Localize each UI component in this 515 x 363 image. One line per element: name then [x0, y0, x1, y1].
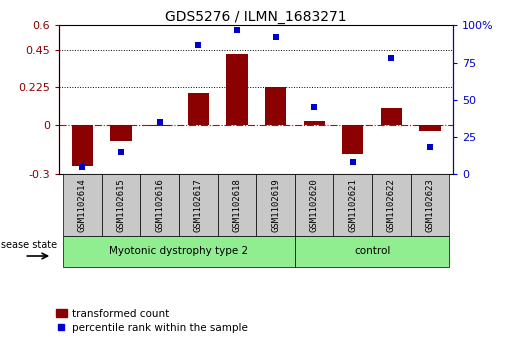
Bar: [187, 93, 209, 125]
Text: GSM1102623: GSM1102623: [425, 178, 435, 232]
Text: GSM1102620: GSM1102620: [310, 178, 319, 232]
Text: control: control: [354, 246, 390, 256]
Text: GSM1102619: GSM1102619: [271, 178, 280, 232]
Bar: [372, 174, 410, 236]
Bar: [256, 174, 295, 236]
Point: [310, 104, 318, 110]
Bar: [63, 236, 295, 267]
Bar: [140, 174, 179, 236]
Text: GSM1102614: GSM1102614: [78, 178, 87, 232]
Bar: [295, 174, 334, 236]
Text: GSM1102616: GSM1102616: [155, 178, 164, 232]
Bar: [381, 108, 402, 125]
Point: [233, 27, 241, 33]
Bar: [149, 125, 170, 126]
Point: [78, 164, 87, 170]
Point: [349, 159, 357, 165]
Text: GSM1102615: GSM1102615: [116, 178, 126, 232]
Title: GDS5276 / ILMN_1683271: GDS5276 / ILMN_1683271: [165, 11, 347, 24]
Bar: [419, 125, 441, 131]
Bar: [226, 53, 248, 125]
Bar: [110, 125, 132, 141]
Bar: [217, 174, 256, 236]
Bar: [342, 125, 364, 154]
Bar: [72, 125, 93, 166]
Bar: [265, 87, 286, 125]
Point: [426, 144, 434, 150]
Text: GSM1102621: GSM1102621: [348, 178, 357, 232]
Point: [156, 119, 164, 125]
Legend: transformed count, percentile rank within the sample: transformed count, percentile rank withi…: [54, 306, 250, 335]
Point: [271, 34, 280, 40]
Bar: [410, 174, 449, 236]
Bar: [63, 174, 102, 236]
Point: [387, 55, 396, 61]
Bar: [179, 174, 217, 236]
Bar: [295, 236, 449, 267]
Point: [117, 149, 125, 155]
Point: [194, 42, 202, 48]
Text: Myotonic dystrophy type 2: Myotonic dystrophy type 2: [109, 246, 249, 256]
Text: GSM1102622: GSM1102622: [387, 178, 396, 232]
Bar: [334, 174, 372, 236]
Text: GSM1102618: GSM1102618: [232, 178, 242, 232]
Bar: [303, 121, 325, 125]
Bar: [102, 174, 140, 236]
Text: GSM1102617: GSM1102617: [194, 178, 203, 232]
Text: disease state: disease state: [0, 240, 57, 250]
